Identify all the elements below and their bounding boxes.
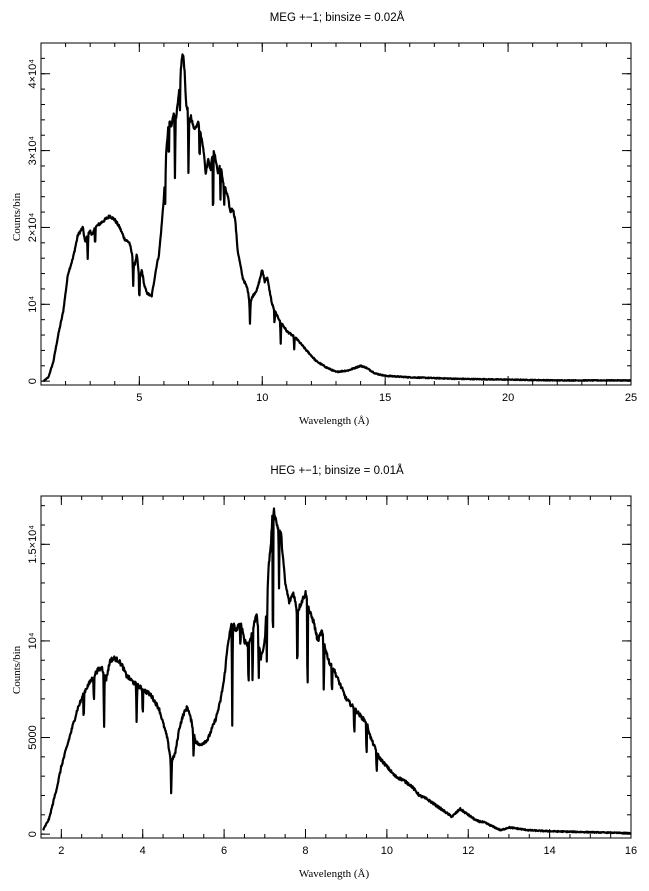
meg-x-tick-label: 5: [136, 392, 142, 404]
meg-y-tick-label: 3×10⁴: [27, 136, 39, 166]
meg-y-tick-label: 2×10⁴: [27, 212, 39, 242]
meg-spectrum-line: [42, 53, 632, 383]
meg-y-axis-label: Counts/bin: [11, 192, 23, 241]
meg-x-tick-label: 15: [379, 392, 391, 404]
meg-y-tick-label: 4×10⁴: [27, 59, 39, 89]
heg-axis-ticks: [40, 496, 632, 838]
meg-y-tick-label: 10⁴: [27, 296, 39, 313]
meg-x-axis-label: Wavelength (Å): [299, 415, 370, 427]
meg-x-tick-label: 20: [502, 392, 514, 404]
heg-spectrum-panel: HEG +−1; binsize = 0.01Å Counts/bin Wave…: [11, 464, 637, 880]
meg-chart-title: MEG +−1; binsize = 0.02Å: [270, 11, 405, 24]
meg-axis-ticks: [40, 42, 632, 385]
heg-x-tick-label: 14: [543, 845, 555, 857]
heg-x-tick-label: 10: [381, 845, 393, 857]
heg-x-tick-label: 6: [221, 845, 227, 857]
heg-x-tick-label: 2: [58, 845, 64, 857]
meg-tick-labels: 5 10 15 20 25 0 10⁴ 2×10⁴ 3×10⁴ 4×10⁴: [27, 59, 637, 404]
heg-x-tick-label: 12: [462, 845, 474, 857]
heg-x-axis-label: Wavelength (Å): [299, 868, 370, 880]
heg-plot-frame: [40, 495, 632, 839]
heg-y-tick-label: 1.5×10⁴: [27, 525, 39, 564]
heg-chart-title: HEG +−1; binsize = 0.01Å: [270, 464, 404, 477]
heg-tick-labels: 2 4 6 8 10 12 14 16 0 5000 10⁴ 1.5×10⁴: [27, 525, 637, 857]
meg-x-tick-label: 10: [256, 392, 268, 404]
heg-x-tick-label: 4: [140, 845, 146, 857]
meg-y-tick-label: 0: [27, 378, 39, 384]
meg-plot-frame: [40, 42, 632, 386]
heg-y-tick-label: 0: [27, 831, 39, 837]
meg-plot-area: [42, 53, 632, 383]
heg-y-tick-label: 5000: [27, 725, 39, 749]
meg-spectrum-panel: MEG +−1; binsize = 0.02Å Counts/bin Wave…: [11, 11, 637, 427]
heg-y-tick-label: 10⁴: [27, 632, 39, 649]
meg-x-tick-label: 25: [625, 392, 637, 404]
heg-y-axis-label: Counts/bin: [11, 645, 23, 694]
heg-spectrum-line: [42, 507, 632, 835]
heg-x-tick-label: 8: [302, 845, 308, 857]
heg-plot-area: [42, 507, 632, 835]
heg-x-tick-label: 16: [625, 845, 637, 857]
